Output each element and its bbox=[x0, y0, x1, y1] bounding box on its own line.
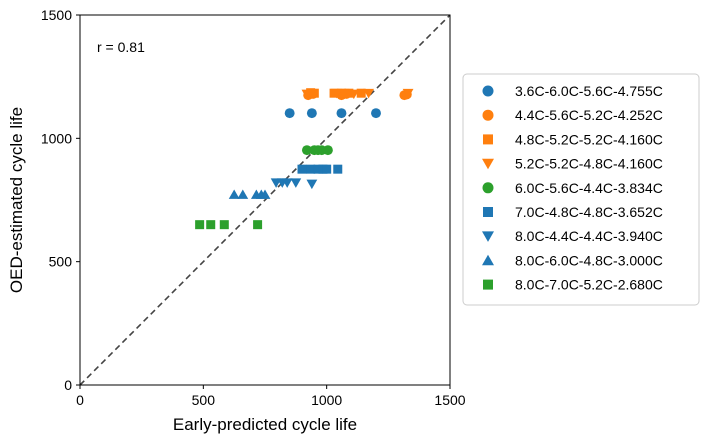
data-point bbox=[348, 89, 360, 100]
legend-label: 6.0C-5.6C-4.4C-3.834C bbox=[515, 180, 663, 196]
series-9 bbox=[195, 220, 263, 230]
data-point bbox=[336, 108, 347, 119]
legend-item: 8.0C-6.0C-4.8C-3.000C bbox=[482, 252, 663, 268]
data-point bbox=[290, 178, 302, 188]
x-tick-label: 1500 bbox=[434, 392, 465, 408]
data-point bbox=[402, 88, 414, 99]
data-point bbox=[344, 88, 354, 98]
legend-label: 7.0C-4.8C-4.8C-3.652C bbox=[515, 204, 663, 220]
axes: 00 500 500 1000 1000 1500 1500 bbox=[41, 7, 466, 408]
legend-marker bbox=[482, 85, 494, 97]
legend-item: 8.0C-4.4C-4.4C-3.940C bbox=[482, 228, 663, 244]
series-4 bbox=[301, 88, 414, 100]
legend-label: 8.0C-7.0C-5.2C-2.680C bbox=[515, 277, 663, 293]
data-point bbox=[333, 164, 343, 174]
legend-item: 5.2C-5.2C-4.8C-4.160C bbox=[482, 156, 663, 172]
legend-item: 8.0C-7.0C-5.2C-2.680C bbox=[483, 277, 663, 293]
legend-label: 8.0C-6.0C-4.8C-3.000C bbox=[515, 252, 663, 268]
data-point bbox=[338, 88, 350, 99]
plot-frame bbox=[79, 14, 451, 386]
legend-marker bbox=[483, 207, 493, 217]
legend-marker bbox=[483, 279, 493, 290]
data-point bbox=[281, 178, 293, 188]
data-point bbox=[228, 189, 240, 199]
data-point bbox=[206, 220, 216, 230]
x-tick-label: 500 bbox=[192, 392, 216, 408]
data-point bbox=[306, 108, 317, 119]
data-point bbox=[331, 88, 342, 99]
legend: 3.6C-6.0C-5.6C-4.755C 4.4C-5.6C-5.2C-4.25… bbox=[462, 73, 700, 306]
legend-label: 3.6C-6.0C-5.6C-4.755C bbox=[515, 83, 663, 99]
data-point bbox=[253, 220, 263, 230]
data-point bbox=[306, 164, 316, 174]
legend-item: 3.6C-6.0C-5.6C-4.755C bbox=[482, 83, 663, 99]
plot-area bbox=[79, 14, 451, 386]
data-point bbox=[371, 108, 381, 119]
data-point bbox=[195, 220, 205, 230]
legend-marker bbox=[482, 254, 494, 266]
data-point bbox=[322, 145, 333, 156]
legend-marker bbox=[483, 134, 493, 145]
data-point bbox=[301, 89, 313, 100]
legend-label: 4.8C-5.2C-5.2C-4.160C bbox=[515, 131, 663, 147]
data-point bbox=[219, 220, 229, 230]
series-6 bbox=[297, 164, 343, 174]
legend-label: 5.2C-5.2C-4.8C-4.160C bbox=[515, 156, 663, 172]
data-point bbox=[363, 88, 374, 99]
y-tick-label: 0 bbox=[64, 377, 72, 393]
legend-label: 4.4C-5.6C-5.2C-4.252C bbox=[515, 107, 663, 123]
x-tick-label: 1000 bbox=[311, 392, 342, 408]
y-tick-label: 500 bbox=[49, 254, 73, 270]
data-point bbox=[259, 189, 271, 199]
series-8 bbox=[228, 189, 271, 199]
legend-frame bbox=[462, 73, 700, 306]
data-point bbox=[356, 88, 366, 98]
legend-label: 8.0C-4.4C-4.4C-3.940C bbox=[515, 228, 663, 244]
identity-line bbox=[79, 14, 451, 386]
x-tick-label: 0 bbox=[76, 392, 84, 408]
data-point bbox=[237, 189, 249, 199]
series-7 bbox=[270, 178, 318, 190]
data-point bbox=[322, 164, 332, 174]
data-point bbox=[297, 164, 307, 174]
legend-marker bbox=[482, 182, 494, 194]
data-point bbox=[313, 164, 323, 174]
legend-item: 4.8C-5.2C-5.2C-4.160C bbox=[483, 131, 663, 147]
data-point bbox=[309, 88, 319, 98]
series-5 bbox=[301, 145, 333, 156]
x-axis-title: Early-predicted cycle life bbox=[173, 415, 357, 434]
data-point bbox=[306, 179, 318, 190]
series-1 bbox=[284, 108, 381, 119]
legend-item: 7.0C-4.8C-4.8C-3.652C bbox=[483, 204, 663, 220]
y-axis-title: OED-estimated cycle life bbox=[7, 107, 26, 293]
legend-item: 6.0C-5.6C-4.4C-3.834C bbox=[482, 180, 663, 196]
legend-marker bbox=[482, 109, 494, 121]
data-point bbox=[284, 108, 295, 119]
data-point bbox=[301, 145, 312, 156]
y-tick-label: 1000 bbox=[41, 130, 72, 146]
legend-marker bbox=[482, 158, 494, 170]
legend-marker bbox=[482, 231, 494, 242]
y-tick-label: 1500 bbox=[41, 7, 72, 23]
legend-item: 4.4C-5.6C-5.2C-4.252C bbox=[482, 107, 663, 123]
correlation-annotation: r = 0.81 bbox=[97, 39, 145, 55]
